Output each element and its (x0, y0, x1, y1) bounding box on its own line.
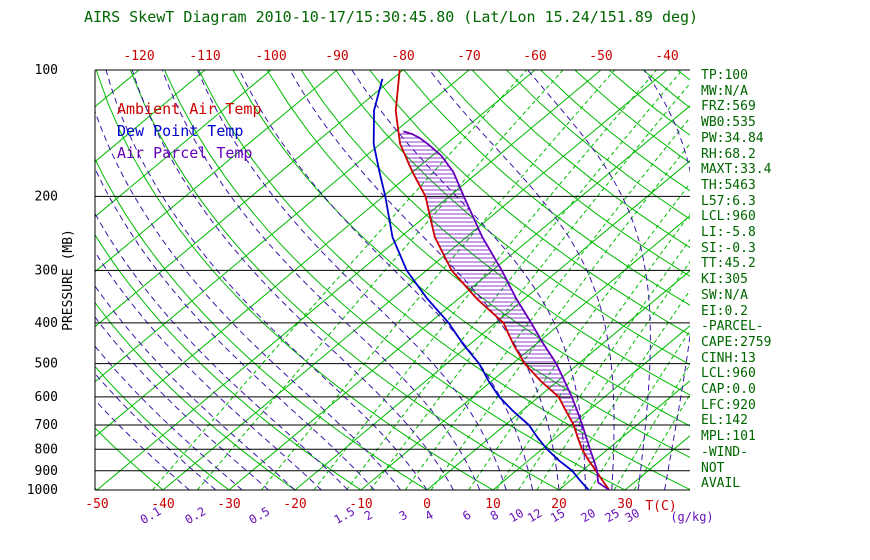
stat-line: LFC:920 (701, 397, 756, 413)
pressure-tick-label: 900 (35, 464, 58, 479)
mixing-ratio-tick-label: 20 (578, 506, 598, 525)
top-temp-tick-label: -90 (325, 49, 348, 64)
stat-line: -PARCEL- (701, 319, 764, 335)
mixing-ratio-tick-label: 25 (603, 506, 623, 525)
stat-line: RH:68.2 (701, 146, 756, 162)
mixing-ratio-tick-label: 2 (362, 508, 375, 524)
top-temp-tick-label: -120 (123, 49, 154, 64)
stat-line: LCL:960 (701, 209, 756, 225)
bottom-temp-tick-label: 0 (423, 497, 431, 512)
pressure-tick-label: 400 (35, 316, 58, 331)
top-temp-tick-label: -80 (391, 49, 414, 64)
legend-ambient-air-temp: Ambient Air Temp (117, 100, 262, 118)
stat-line: CINH:13 (701, 350, 756, 366)
stat-line: SW:N/A (701, 287, 748, 303)
stat-line: FRZ:569 (701, 99, 756, 115)
pressure-tick-label: 300 (35, 263, 58, 278)
mixing-ratio-tick-label: 10 (507, 506, 527, 525)
top-temp-tick-label: -40 (655, 49, 678, 64)
chart-title: AIRS SkewT Diagram 2010-10-17/15:30:45.8… (84, 8, 699, 26)
top-temp-tick-label: -60 (523, 49, 546, 64)
pressure-tick-label: 600 (35, 390, 58, 405)
stat-line: NOT (701, 460, 725, 476)
stat-line: EI:0.2 (701, 303, 748, 319)
bottom-temp-tick-label: -30 (217, 497, 240, 512)
cape-hatch (397, 133, 597, 471)
pressure-tick-label: 800 (35, 442, 58, 457)
top-temp-tick-label: -70 (457, 49, 480, 64)
bottom-temp-tick-label: 10 (485, 497, 501, 512)
bottom-temp-tick-label: -50 (85, 497, 108, 512)
sounding-curves (372, 70, 610, 490)
stat-line: EL:142 (701, 413, 748, 429)
bottom-temp-tick-label: 30 (617, 497, 633, 512)
dew-point-temp-curve (372, 78, 590, 490)
legend-dew-point-temp: Dew Point Temp (117, 122, 244, 140)
bottom-temp-tick-label: -40 (151, 497, 174, 512)
pressure-tick-label: 200 (35, 189, 58, 204)
stat-line: SI:-0.3 (701, 240, 756, 256)
mixing-ratio-tick-label: 3 (397, 508, 410, 524)
pressure-tick-label: 700 (35, 418, 58, 433)
legend-air-parcel-temp: Air Parcel Temp (117, 144, 253, 162)
mixing-ratio-tick-label: 15 (548, 506, 568, 525)
top-temp-tick-label: -50 (589, 49, 612, 64)
bottom-temp-tick-label: 20 (551, 497, 567, 512)
pressure-tick-label: 100 (35, 63, 58, 78)
stat-line: LI:-5.8 (701, 225, 756, 241)
stats-panel: TP:100 MW:N/A FRZ:569 WB0:535 PW:34.84 RH:68.… (701, 68, 771, 492)
pressure-tick-label: 1000 (27, 483, 58, 498)
x-axis-unit-label: T(C) (645, 499, 676, 514)
air-parcel-temp-curve (403, 130, 610, 490)
stat-line: CAPE:2759 (701, 334, 772, 350)
top-temp-tick-label: -110 (189, 49, 220, 64)
stat-line: TH:5463 (701, 177, 756, 193)
pressure-tick-label: 500 (35, 357, 58, 372)
stat-line: -WIND- (701, 444, 748, 460)
y-axis-label: PRESSURE (MB) (61, 229, 76, 331)
stat-line: TP:100 (701, 68, 748, 83)
stat-line: CAP:0.0 (701, 382, 756, 398)
stat-line: LCL:960 (701, 366, 756, 382)
stat-line: MPL:101 (701, 429, 756, 445)
background-grid (95, 70, 690, 490)
ambient-air-temp-curve (394, 70, 610, 490)
top-temp-tick-label: -100 (255, 49, 286, 64)
bottom-temp-tick-label: -10 (349, 497, 372, 512)
mixing-ratio-tick-label: 30 (623, 506, 643, 525)
stat-line: WB0:535 (701, 115, 756, 131)
stat-line: MAXT:33.4 (701, 162, 772, 178)
stat-line: MW:N/A (701, 83, 748, 99)
stat-line: L57:6.3 (701, 193, 756, 209)
mixing-ratio-unit-label: (g/kg) (670, 510, 713, 524)
mixing-ratio-tick-label: 12 (525, 506, 545, 525)
mixing-ratio-tick-label: 6 (460, 508, 473, 524)
stat-line: PW:34.84 (701, 130, 764, 146)
mixing-ratio-tick-label: 0.5 (247, 504, 273, 527)
stat-line: AVAIL (701, 476, 741, 492)
mixing-ratio-tick-label: 0.2 (183, 504, 209, 527)
mixing-ratio-tick-label: 4 (422, 508, 435, 524)
stat-line: TT:45.2 (701, 256, 756, 272)
stat-line: KI:305 (701, 272, 748, 288)
bottom-temp-tick-label: -20 (283, 497, 306, 512)
